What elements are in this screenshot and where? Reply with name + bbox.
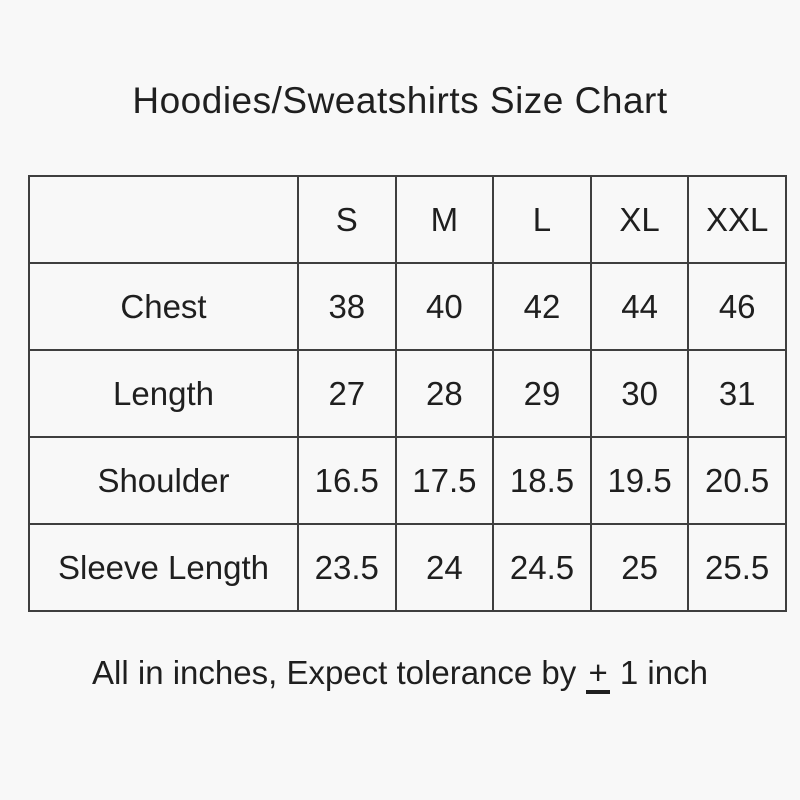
shoulder-value-s: 16.5 <box>297 436 397 525</box>
sleeve-value-xl: 25 <box>589 523 690 612</box>
row-label-length: Length <box>28 349 299 438</box>
sleeve-value-m: 24 <box>394 523 495 612</box>
length-value-xl: 30 <box>589 349 690 438</box>
col-header-xl: XL <box>589 175 690 264</box>
shoulder-value-xxl: 20.5 <box>687 436 787 525</box>
shoulder-value-l: 18.5 <box>492 436 592 525</box>
row-label-shoulder: Shoulder <box>28 436 299 525</box>
table-row-chest: Chest 38 40 42 44 46 <box>28 262 787 351</box>
col-header-xxl: XXL <box>687 175 787 264</box>
chest-value-xxl: 46 <box>687 262 787 351</box>
col-header-l: L <box>492 175 592 264</box>
table-row-sleeve-length: Sleeve Length 23.5 24 24.5 25 25.5 <box>28 523 787 612</box>
sleeve-value-xxl: 25.5 <box>687 523 787 612</box>
col-header-s: S <box>297 175 397 264</box>
tolerance-note-text-after: 1 inch <box>619 654 708 691</box>
length-value-l: 29 <box>492 349 592 438</box>
col-header-m: M <box>394 175 495 264</box>
chest-value-s: 38 <box>297 262 397 351</box>
table-row-shoulder: Shoulder 16.5 17.5 18.5 19.5 20.5 <box>28 436 787 525</box>
row-label-chest: Chest <box>28 262 299 351</box>
length-value-s: 27 <box>297 349 397 438</box>
tolerance-note: All in inches, Expect tolerance by + 1 i… <box>0 654 800 695</box>
header-row: S M L XL XXL <box>28 175 787 264</box>
chest-value-l: 42 <box>492 262 592 351</box>
chest-value-m: 40 <box>394 262 495 351</box>
shoulder-value-m: 17.5 <box>394 436 495 525</box>
shoulder-value-xl: 19.5 <box>589 436 690 525</box>
row-label-sleeve-length: Sleeve Length <box>28 523 299 612</box>
size-chart-table: S M L XL XXL Chest 38 40 42 44 46 Length… <box>28 175 787 612</box>
length-value-m: 28 <box>394 349 495 438</box>
corner-cell <box>28 175 299 264</box>
plus-minus-symbol: + <box>586 656 610 695</box>
page-title: Hoodies/Sweatshirts Size Chart <box>132 80 668 121</box>
length-value-xxl: 31 <box>687 349 787 438</box>
chest-value-xl: 44 <box>589 262 690 351</box>
sleeve-value-l: 24.5 <box>492 523 592 612</box>
sleeve-value-s: 23.5 <box>297 523 397 612</box>
table-row-length: Length 27 28 29 30 31 <box>28 349 787 438</box>
tolerance-note-text-before: All in inches, Expect tolerance by <box>92 654 577 691</box>
